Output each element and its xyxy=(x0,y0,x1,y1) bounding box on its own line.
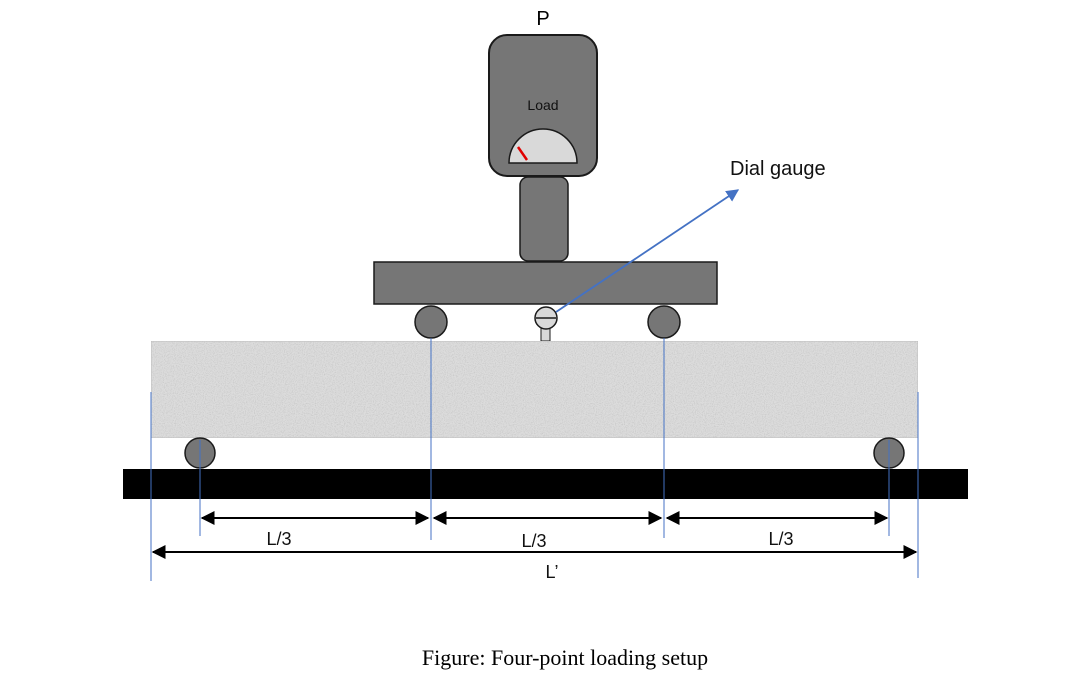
base-support-bar xyxy=(123,469,968,499)
span-third-label-1: L/3 xyxy=(266,529,291,549)
loading-roller-left xyxy=(414,305,448,339)
load-symbol: P xyxy=(536,8,549,30)
dial-gauge-stem xyxy=(540,327,551,342)
load-cell-body xyxy=(488,34,598,177)
load-gauge-face xyxy=(508,128,578,164)
spreader-beam xyxy=(373,261,718,305)
total-span-label: L’ xyxy=(545,562,558,582)
gauge-needle xyxy=(516,146,529,161)
figure-caption: Figure: Four-point loading setup xyxy=(422,645,708,670)
span-third-label-3: L/3 xyxy=(768,529,793,549)
dial-gauge-pointer-arrow xyxy=(555,189,740,313)
span-third-label-2: L/3 xyxy=(521,531,546,551)
load-piston xyxy=(519,176,569,262)
load-cell-label: Load xyxy=(527,97,558,113)
concrete-beam xyxy=(150,340,919,439)
dial-gauge-label: Dial gauge xyxy=(730,158,826,180)
loading-roller-right xyxy=(647,305,681,339)
guide-lines xyxy=(150,338,919,581)
